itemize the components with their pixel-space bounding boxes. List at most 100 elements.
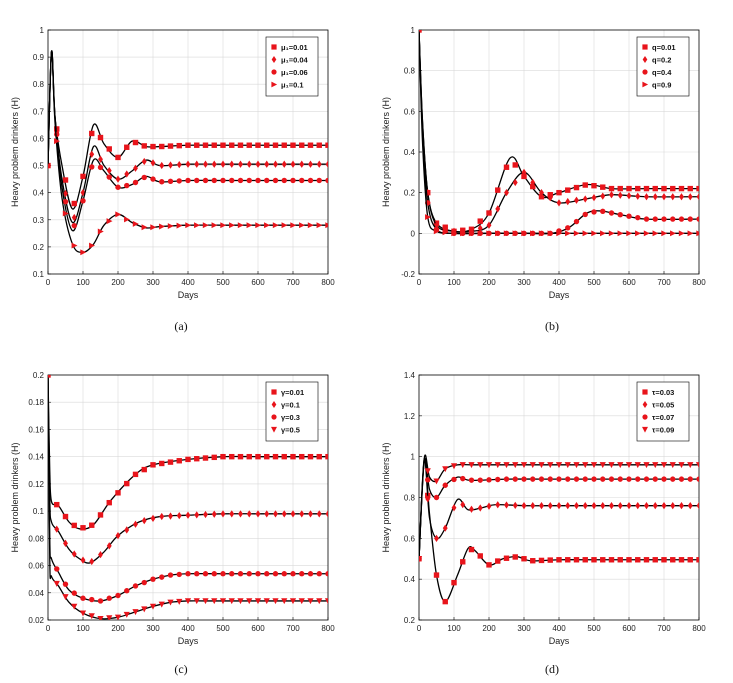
- y-tick-label: 1.2: [404, 412, 416, 421]
- data-point: [141, 174, 147, 181]
- data-point: [591, 182, 597, 189]
- data-point: [307, 222, 314, 229]
- legend: γ=0.01 γ=0.1 γ=0.3 γ=0.5: [265, 381, 319, 442]
- data-point: [617, 191, 623, 199]
- data-point: [661, 476, 667, 482]
- data-point: [307, 571, 314, 577]
- x-tick-label: 100: [76, 624, 90, 633]
- data-point: [106, 542, 112, 550]
- x-tick-label: 300: [517, 278, 531, 287]
- legend-marker: [642, 44, 648, 50]
- data-point: [539, 502, 544, 510]
- data-point: [97, 228, 104, 235]
- y-tick-label: 0: [411, 229, 416, 238]
- data-point: [299, 571, 305, 577]
- legend-marker: [642, 55, 648, 64]
- data-point: [176, 160, 182, 169]
- data-point: [71, 213, 77, 222]
- data-point: [419, 30, 423, 32]
- data-point: [678, 557, 685, 563]
- data-point: [254, 598, 262, 605]
- data-point: [495, 558, 501, 564]
- data-point: [695, 462, 699, 469]
- x-tick-label: 600: [251, 278, 265, 287]
- data-point: [635, 214, 641, 221]
- data-point: [643, 185, 650, 192]
- data-point: [564, 462, 571, 469]
- data-point: [573, 184, 580, 191]
- data-point: [652, 216, 658, 222]
- data-point: [626, 502, 632, 510]
- data-point: [281, 177, 287, 184]
- data-point: [468, 230, 475, 237]
- data-point: [316, 177, 322, 184]
- y-tick-label: 0.02: [28, 616, 44, 625]
- data-point: [477, 224, 483, 232]
- data-point: [159, 574, 165, 580]
- data-point: [281, 142, 287, 148]
- data-point: [521, 173, 527, 180]
- data-point: [617, 185, 623, 192]
- y-tick-label: 0.2: [33, 243, 45, 252]
- data-point: [547, 502, 553, 510]
- data-point: [538, 230, 545, 237]
- data-point: [193, 598, 200, 605]
- x-tick-label: 400: [181, 624, 195, 633]
- y-tick-label: 0.06: [28, 562, 44, 571]
- x-tick-label: 500: [587, 624, 601, 633]
- data-point: [626, 185, 632, 192]
- data-point: [608, 557, 615, 563]
- data-point: [451, 579, 457, 586]
- data-point: [255, 177, 261, 184]
- data-point: [670, 230, 676, 237]
- data-point: [106, 218, 113, 225]
- y-tick-label: 0.9: [33, 53, 45, 62]
- data-point: [106, 146, 112, 152]
- data-point: [202, 571, 209, 577]
- data-point: [264, 142, 270, 148]
- data-point: [582, 502, 588, 510]
- data-point: [98, 155, 103, 163]
- data-point: [115, 154, 121, 161]
- data-point: [299, 160, 305, 168]
- data-point: [281, 160, 287, 168]
- data-point: [565, 225, 571, 231]
- data-point: [185, 456, 191, 463]
- data-point: [220, 510, 226, 518]
- x-tick-label: 400: [181, 278, 195, 287]
- data-point: [678, 216, 685, 222]
- data-point: [149, 603, 157, 610]
- y-tick-label: 0.18: [28, 398, 44, 407]
- data-point: [538, 476, 545, 482]
- data-point: [97, 512, 104, 518]
- x-tick-label: 400: [552, 278, 566, 287]
- data-point: [679, 193, 684, 201]
- data-point: [264, 177, 270, 184]
- data-point: [434, 534, 439, 542]
- plot-frame: [418, 29, 700, 275]
- data-point: [556, 557, 562, 563]
- data-point: [185, 160, 191, 168]
- x-axis-label: Days: [178, 290, 199, 300]
- y-axis-label: Heavy problem drinkers (H): [10, 97, 20, 207]
- data-point: [573, 230, 580, 237]
- data-point: [299, 453, 305, 460]
- data-point: [600, 184, 606, 190]
- data-point: [591, 502, 597, 510]
- data-point: [194, 142, 200, 148]
- y-axis-label: Heavy problem drinkers (H): [10, 442, 20, 552]
- data-point: [290, 510, 296, 518]
- data-point: [486, 210, 492, 216]
- data-point: [272, 177, 279, 184]
- data-point: [486, 477, 492, 483]
- data-point: [477, 230, 484, 237]
- data-point: [141, 143, 147, 149]
- data-point: [512, 462, 519, 469]
- data-point: [608, 210, 615, 216]
- data-point: [556, 230, 563, 237]
- data-point: [168, 512, 173, 520]
- data-point: [53, 580, 60, 587]
- data-point: [325, 160, 328, 168]
- data-point: [573, 476, 580, 482]
- x-tick-label: 600: [622, 624, 636, 633]
